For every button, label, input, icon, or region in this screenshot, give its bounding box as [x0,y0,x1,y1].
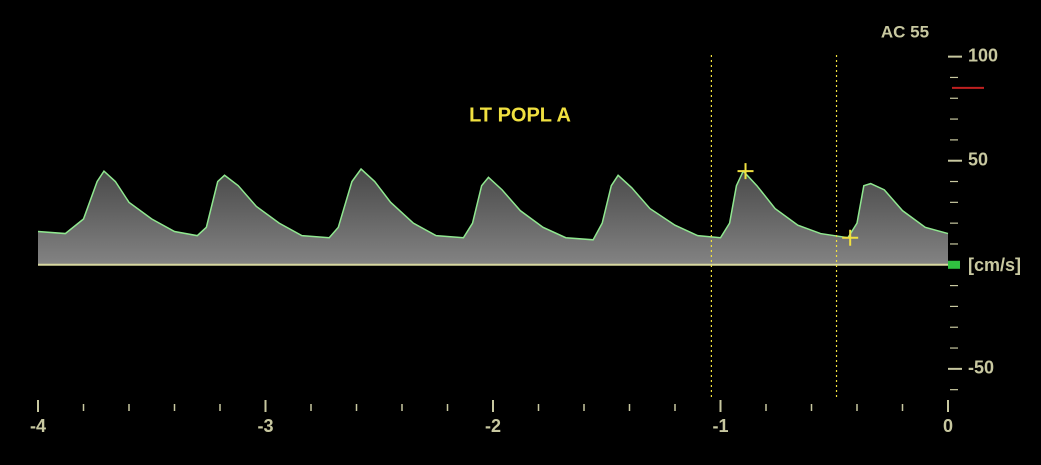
x-tick-label: -2 [485,416,501,436]
x-tick-label: 0 [943,416,953,436]
y-tick-label: 50 [968,149,988,169]
doppler-chart: LT POPL A AC 55 [cm/s] 100 50 -50 -4 -3 -2 -1 0 [0,0,1041,465]
y-tick-label: -50 [968,358,994,378]
baseline-marker [948,261,960,269]
y-tick-label: 100 [968,45,998,65]
x-tick-label: -4 [30,416,46,436]
x-tick-label: -1 [712,416,728,436]
chart-title: LT POPL A [469,104,571,126]
y-axis-label: [cm/s] [968,255,1021,275]
gain-label: AC 55 [881,22,929,41]
x-tick-label: -3 [257,416,273,436]
